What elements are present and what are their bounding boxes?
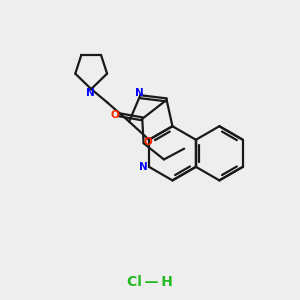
Text: Cl — H: Cl — H: [127, 275, 173, 289]
Text: O: O: [143, 136, 152, 147]
Text: N: N: [139, 162, 147, 172]
Text: N: N: [86, 88, 95, 98]
Text: O: O: [110, 110, 119, 120]
Text: N: N: [135, 88, 144, 98]
